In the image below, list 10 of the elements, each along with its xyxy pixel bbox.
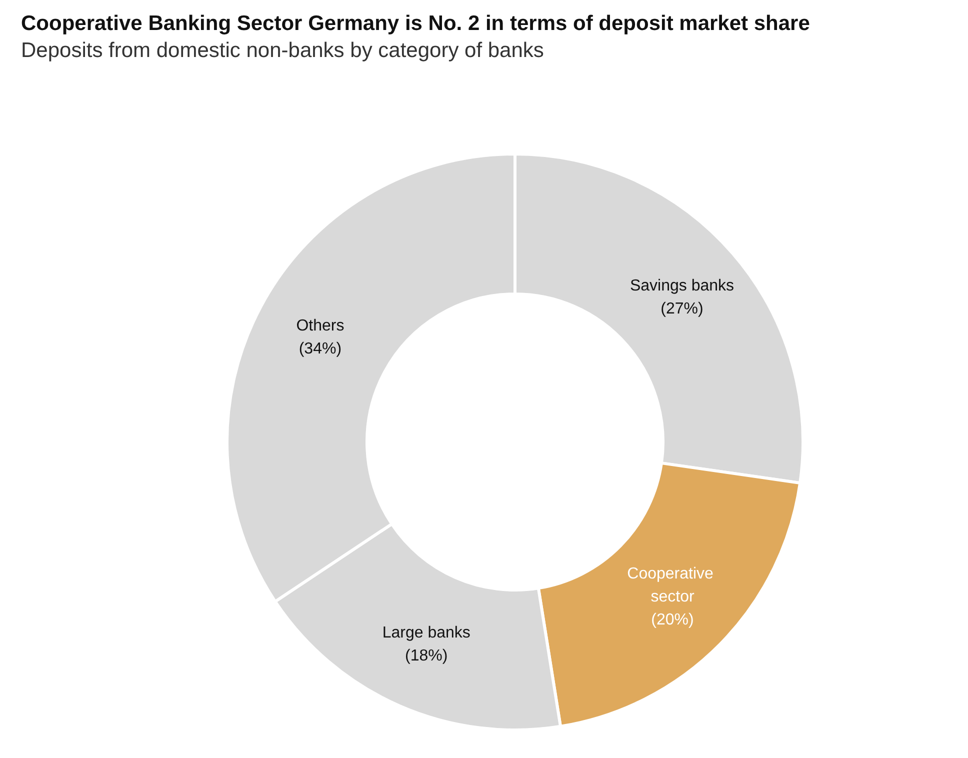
data-label: (34%) bbox=[298, 340, 342, 358]
data-label: (18%) bbox=[405, 647, 448, 664]
chart-title: Cooperative Banking Sector Germany is No. 2 in terms of deposit market share bbox=[21, 12, 810, 35]
chart-subtitle: Deposits from domestic non-banks by category of banks bbox=[21, 39, 544, 62]
data-label: (27%) bbox=[660, 300, 704, 318]
data-label: (20%) bbox=[651, 612, 694, 629]
slice-label: Savings banks bbox=[630, 277, 734, 294]
slice-label: Large banks bbox=[382, 624, 470, 642]
slice-label: Others bbox=[296, 318, 344, 335]
slice-label: Cooperative sector bbox=[627, 566, 718, 606]
